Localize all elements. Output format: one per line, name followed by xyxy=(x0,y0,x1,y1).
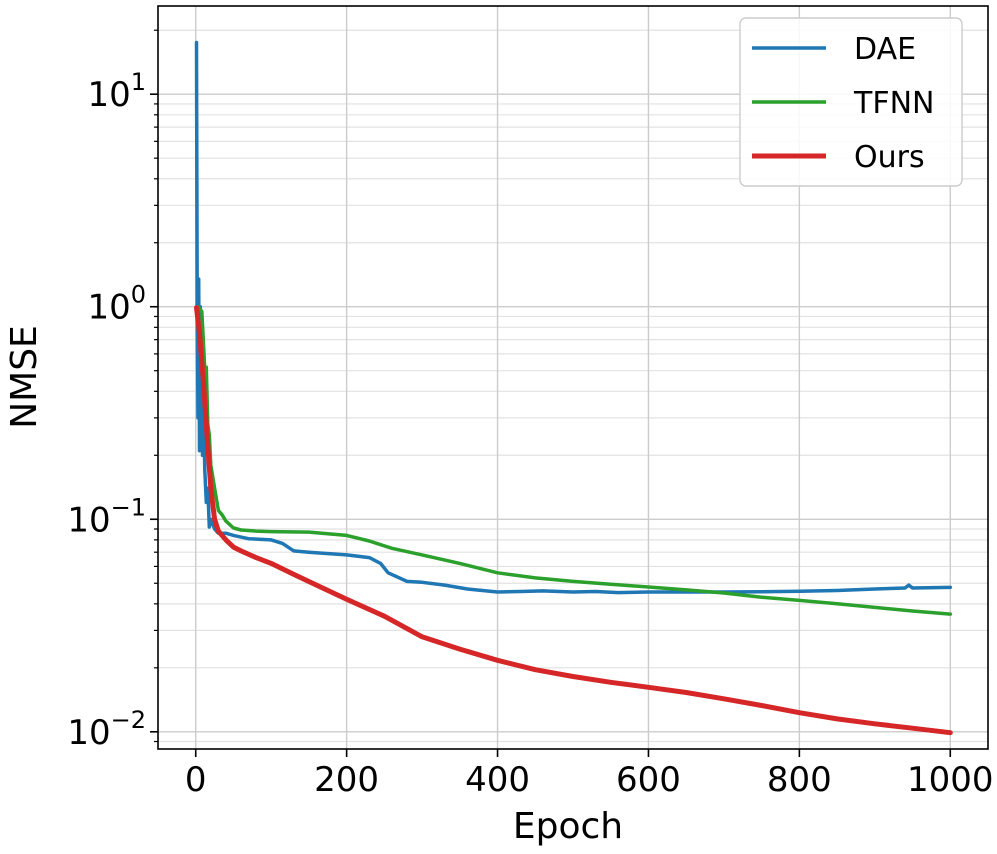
legend-label-dae: DAE xyxy=(854,32,916,67)
series-line-ours xyxy=(194,305,953,736)
legend-label-tfnn: TFNN xyxy=(853,86,934,121)
x-axis-label: Epoch xyxy=(513,806,623,847)
legend-box xyxy=(739,17,963,187)
y-tick-label: 101 xyxy=(87,68,146,115)
series-line-tfnn xyxy=(196,304,953,616)
y-axis-label: NMSE xyxy=(4,325,45,429)
x-tick-label: 200 xyxy=(314,760,379,800)
y-tick-label: 10−1 xyxy=(67,493,146,540)
plot-frame xyxy=(157,5,989,750)
y-tick-label: 100 xyxy=(87,281,146,328)
x-tick-label: 800 xyxy=(767,760,832,800)
legend: DAE TFNN Ours xyxy=(739,17,963,187)
series-lines xyxy=(194,40,953,736)
x-tick-label: 1000 xyxy=(907,760,994,800)
y-tick-label: 10−2 xyxy=(67,706,146,753)
x-tick-label: 400 xyxy=(465,760,530,800)
legend-label-ours: Ours xyxy=(854,140,925,175)
axis-ticks: 10−2 10−1 100 101 0 200 400 600 800 1000 xyxy=(67,29,994,800)
x-tick-label: 600 xyxy=(616,760,681,800)
x-tick-label: 0 xyxy=(185,760,207,800)
